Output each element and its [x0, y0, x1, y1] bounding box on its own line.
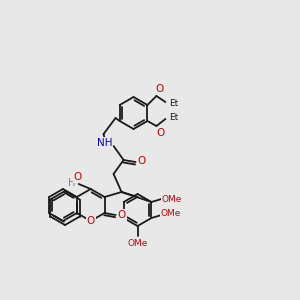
Text: OMe: OMe — [128, 239, 148, 248]
Text: OMe: OMe — [160, 209, 181, 218]
Text: O: O — [87, 216, 95, 226]
Text: O: O — [156, 128, 165, 138]
Text: O: O — [74, 172, 82, 182]
Text: Et: Et — [169, 113, 178, 122]
Text: O: O — [155, 84, 164, 94]
Text: Et: Et — [169, 100, 178, 109]
Text: O: O — [137, 156, 146, 166]
Text: O: O — [117, 210, 126, 220]
Text: OMe: OMe — [161, 194, 182, 203]
Text: NH: NH — [97, 138, 112, 148]
Text: H: H — [68, 178, 75, 188]
